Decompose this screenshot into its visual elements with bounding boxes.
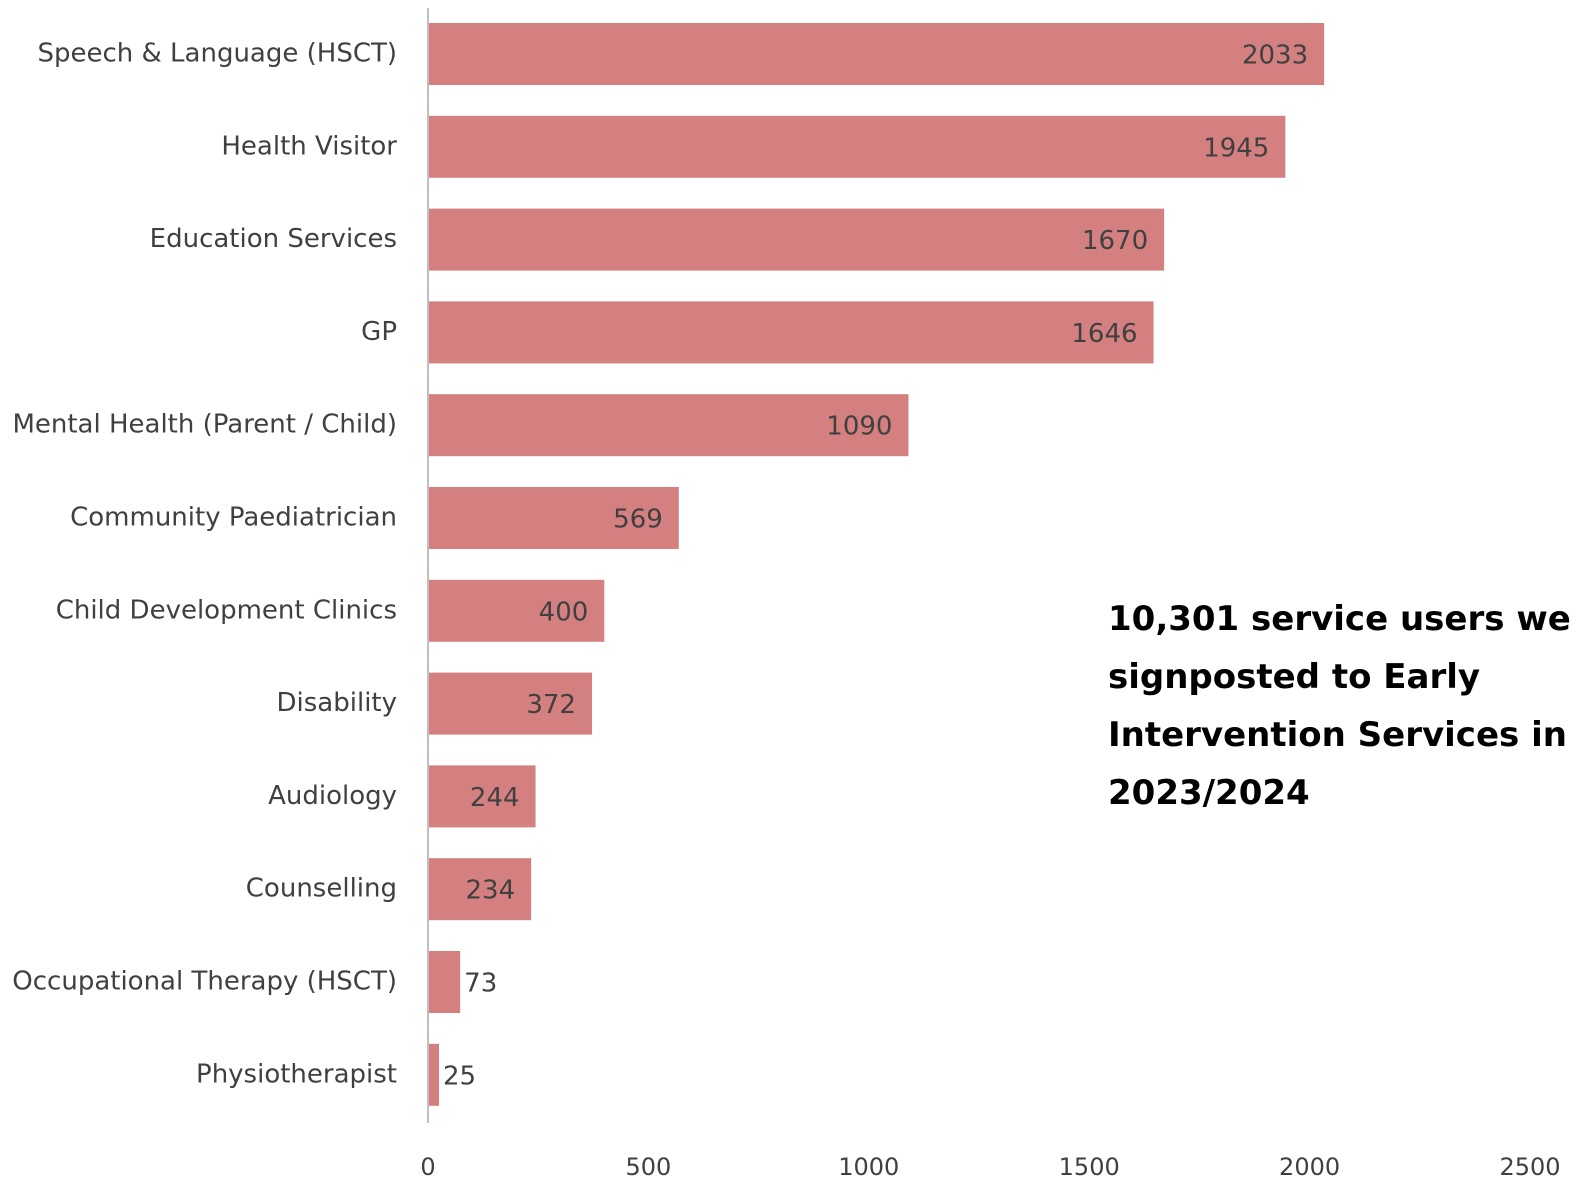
value-label-9: 234 — [466, 876, 516, 906]
value-label-11: 25 — [443, 1061, 476, 1091]
value-label-7: 372 — [526, 690, 576, 720]
x-tick-label-3: 1500 — [1059, 1153, 1120, 1181]
value-label-6: 400 — [539, 597, 589, 627]
value-label-0: 2033 — [1242, 41, 1308, 71]
category-label-9: Counselling — [246, 874, 397, 904]
value-labels: 2033 1945 1670 1646 1090 569 400 372 244 234 73 25 — [443, 41, 1308, 1092]
summary-annotation: 10,301 service users we signposted to Ea… — [1108, 599, 1571, 813]
value-label-4: 1090 — [826, 412, 892, 442]
value-label-1: 1945 — [1203, 133, 1269, 163]
bar-11 — [428, 1043, 440, 1106]
x-tick-label-1: 500 — [625, 1153, 671, 1181]
x-tick-label-0: 0 — [420, 1153, 435, 1181]
value-label-3: 1646 — [1071, 319, 1137, 349]
bar-1 — [428, 115, 1286, 178]
x-tick-label-4: 2000 — [1279, 1153, 1340, 1181]
bar-0 — [428, 23, 1325, 85]
bar-5 — [428, 487, 679, 549]
category-label-4: Mental Health (Parent / Child) — [12, 410, 397, 440]
category-label-1: Health Visitor — [221, 131, 397, 161]
value-label-2: 1670 — [1082, 226, 1148, 256]
category-label-0: Speech & Language (HSCT) — [37, 39, 397, 69]
category-label-3: GP — [361, 317, 397, 347]
category-label-11: Physiotherapist — [196, 1059, 397, 1089]
bar-4 — [428, 394, 909, 457]
category-label-7: Disability — [277, 688, 397, 718]
x-axis-ticks: 0 500 1000 1500 2000 2500 — [420, 1153, 1560, 1181]
bar-7 — [428, 672, 592, 735]
value-label-5: 569 — [613, 505, 663, 535]
category-label-10: Occupational Therapy (HSCT) — [12, 967, 397, 997]
category-label-8: Audiology — [268, 781, 397, 811]
category-labels: Speech & Language (HSCT) Health Visitor Ed… — [12, 39, 397, 1090]
category-label-6: Child Development Clinics — [56, 595, 397, 625]
bar-9 — [428, 858, 532, 921]
bar-8 — [428, 765, 536, 828]
value-label-10: 73 — [464, 969, 497, 999]
category-label-5: Community Paediatrician — [70, 503, 397, 533]
bar-2 — [428, 208, 1165, 271]
category-label-2: Education Services — [150, 224, 397, 254]
value-label-8: 244 — [470, 783, 520, 813]
x-tick-label-2: 1000 — [838, 1153, 899, 1181]
bar-6 — [428, 579, 605, 642]
bar-10 — [428, 951, 461, 1013]
bars-group — [428, 23, 1325, 1106]
x-tick-label-5: 2500 — [1499, 1153, 1560, 1181]
bar-3 — [428, 301, 1154, 364]
